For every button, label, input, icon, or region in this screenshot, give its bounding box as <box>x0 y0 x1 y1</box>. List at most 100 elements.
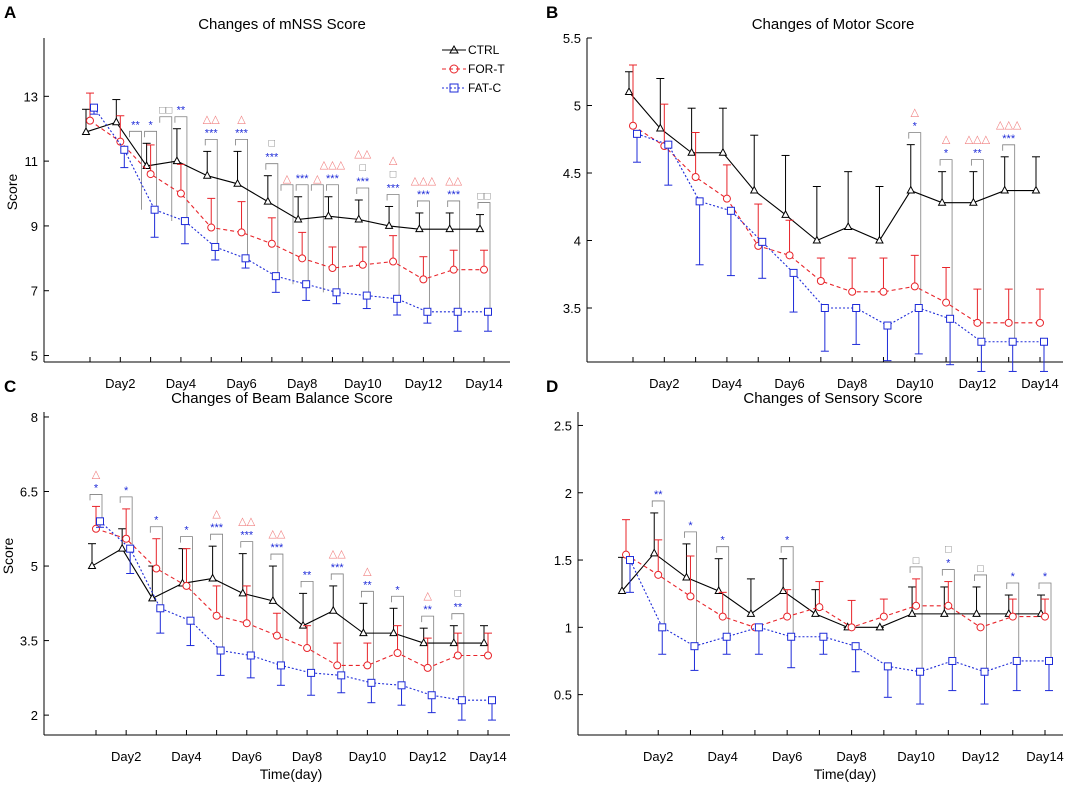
panel-b-point-fort <box>785 251 794 260</box>
panel-c-sig-label: △ <box>92 468 101 480</box>
panel-b-y-tick-label: 3.5 <box>563 301 581 316</box>
panel-d-y-tick-label: 1.5 <box>554 553 572 568</box>
panel-b-y-tick-label: 4.5 <box>563 166 581 181</box>
panel-a-point-fatc <box>120 145 129 154</box>
panel-c-point-fatc <box>96 517 104 526</box>
panel-b-point-fatc <box>758 237 767 246</box>
panel-d-sig-bracket <box>1006 582 1020 661</box>
panel-c-sig-bracket <box>300 580 314 673</box>
panel-a-sig-label: ** <box>177 105 186 117</box>
panel-c-sig-bracket <box>360 590 374 683</box>
panel-c-sig-bracket <box>330 573 344 676</box>
panel-c-point-fort <box>484 651 492 660</box>
chart-title-c: Changes of Beam Balance Score <box>171 390 393 407</box>
panel-a-point-ctrl <box>111 117 121 126</box>
panel-a-sig-bracket <box>416 200 430 312</box>
panel-c-point-ctrl <box>87 560 97 570</box>
panel-c-sig-label: * <box>94 482 99 494</box>
panel-b-series-line-ctrl <box>628 91 1036 242</box>
panel-a-sig-bracket <box>265 163 279 277</box>
panel-a-sig-bracket <box>326 184 339 293</box>
legend-label-ctrl: CTRL <box>468 43 500 57</box>
panel-label-b: B <box>546 3 558 22</box>
panel-c-sig-bracket <box>421 615 435 696</box>
panel-b-point-fatc <box>633 129 641 138</box>
panel-c-y-tick-label: 5 <box>31 559 38 574</box>
panel-a-point-fatc <box>362 291 371 300</box>
panel-c-sig-label: * <box>395 584 400 596</box>
panel-b-y-tick-label: 4 <box>574 234 581 249</box>
panel-b-x-tick-label: Day10 <box>896 376 934 391</box>
panel-d-point-fort <box>1008 612 1017 621</box>
panel-c-sig-label: △ <box>363 565 372 577</box>
panel-c-sig-bracket <box>210 533 224 651</box>
panel-d-point-fatc <box>1045 656 1053 665</box>
panel-d-series-line-fort <box>625 554 1045 628</box>
panel-a-point-fort <box>86 116 94 125</box>
panel-b-x-tick-label: Day4 <box>712 376 742 391</box>
panel-c-point-ctrl <box>268 595 278 604</box>
panel-c-sig-label: * <box>184 525 189 537</box>
panel-d-x-tick-label: Day8 <box>836 749 866 764</box>
panel-c-point-fatc <box>488 696 496 705</box>
panel-c-sig-label: ** <box>454 602 463 614</box>
panel-b-point-ctrl <box>718 147 728 156</box>
panel-b-point-fatc <box>1040 337 1048 346</box>
panel-d-point-ctrl <box>746 608 756 617</box>
panel-b-point-fort <box>816 277 825 285</box>
panel-d-point-fort <box>879 612 888 621</box>
panel-d-point-fort <box>783 612 792 621</box>
panel-b-point-fatc <box>726 206 735 215</box>
panel-d-y-tick-label: 2 <box>565 486 572 501</box>
panel-a-point-ctrl <box>415 224 424 233</box>
panel-b-sig-label: △ <box>942 134 951 146</box>
panel-c-y-tick-label: 2 <box>31 708 38 723</box>
panel-a-x-tick-label: Day2 <box>105 376 135 391</box>
panel-a-point-ctrl <box>324 211 333 220</box>
panel-a-sig-label: △△ <box>445 175 462 187</box>
panel-b-point-fort <box>973 318 982 327</box>
panel-b-point-fort <box>879 287 888 296</box>
panel-c-point-fort <box>363 661 372 670</box>
panel-a-point-fatc <box>180 217 189 226</box>
panel-c-point-fatc <box>427 691 436 700</box>
panel-b-y-tick-label: 5 <box>574 99 581 114</box>
panel-a-point-fatc <box>393 294 402 303</box>
panel-c-sig-label: △ <box>423 590 432 602</box>
panel-c-point-fatc <box>367 678 376 687</box>
panel-d-sig-bracket <box>1038 582 1052 661</box>
panel-a-point-fatc <box>484 307 492 316</box>
panel-d-point-fort <box>944 601 953 610</box>
panel-c-point-fort <box>303 644 312 653</box>
panel-c-sig-label: ** <box>303 569 312 581</box>
panel-a-point-ctrl <box>142 160 151 169</box>
panel-c-point-fatc <box>276 661 285 670</box>
panel-d-sig-label: □ <box>945 544 952 556</box>
panel-a-point-ctrl <box>445 224 455 233</box>
panel-a-sig-label: △ <box>283 173 292 185</box>
panel-a-sig-label: *** <box>205 127 219 139</box>
panel-d-point-fort <box>718 612 727 621</box>
x-axis-label-d: Time(day) <box>814 766 877 782</box>
panel-c-point-ctrl <box>147 593 157 602</box>
panel-c-point-ctrl <box>389 628 398 637</box>
panel-b-point-fort <box>1004 318 1013 327</box>
panel-a-point-fort <box>389 257 398 266</box>
panel-a-sig-label: * <box>148 119 153 131</box>
panel-d-x-tick-label: Day14 <box>1026 749 1064 764</box>
panel-a-point-fatc <box>211 242 220 251</box>
panel-a-point-ctrl <box>354 214 364 223</box>
panel-b-point-ctrl <box>969 197 978 206</box>
panel-a-sig-label: △△△ <box>320 159 346 171</box>
panel-b-point-fatc <box>914 304 923 312</box>
panel-c-sig-bracket <box>451 613 465 701</box>
panel-d-x-tick-label: Day2 <box>643 749 673 764</box>
panel-b-x-tick-label: Day6 <box>774 376 804 391</box>
legend-marker-fatc <box>449 83 459 93</box>
panel-b-point-fort <box>910 282 919 291</box>
panel-b-series-line-fort <box>632 125 1040 324</box>
panel-d-sig-bracket <box>780 546 794 637</box>
panel-b-point-fatc <box>1008 337 1017 346</box>
panel-b-point-fatc <box>852 304 861 312</box>
panel-b-point-ctrl <box>749 185 759 194</box>
